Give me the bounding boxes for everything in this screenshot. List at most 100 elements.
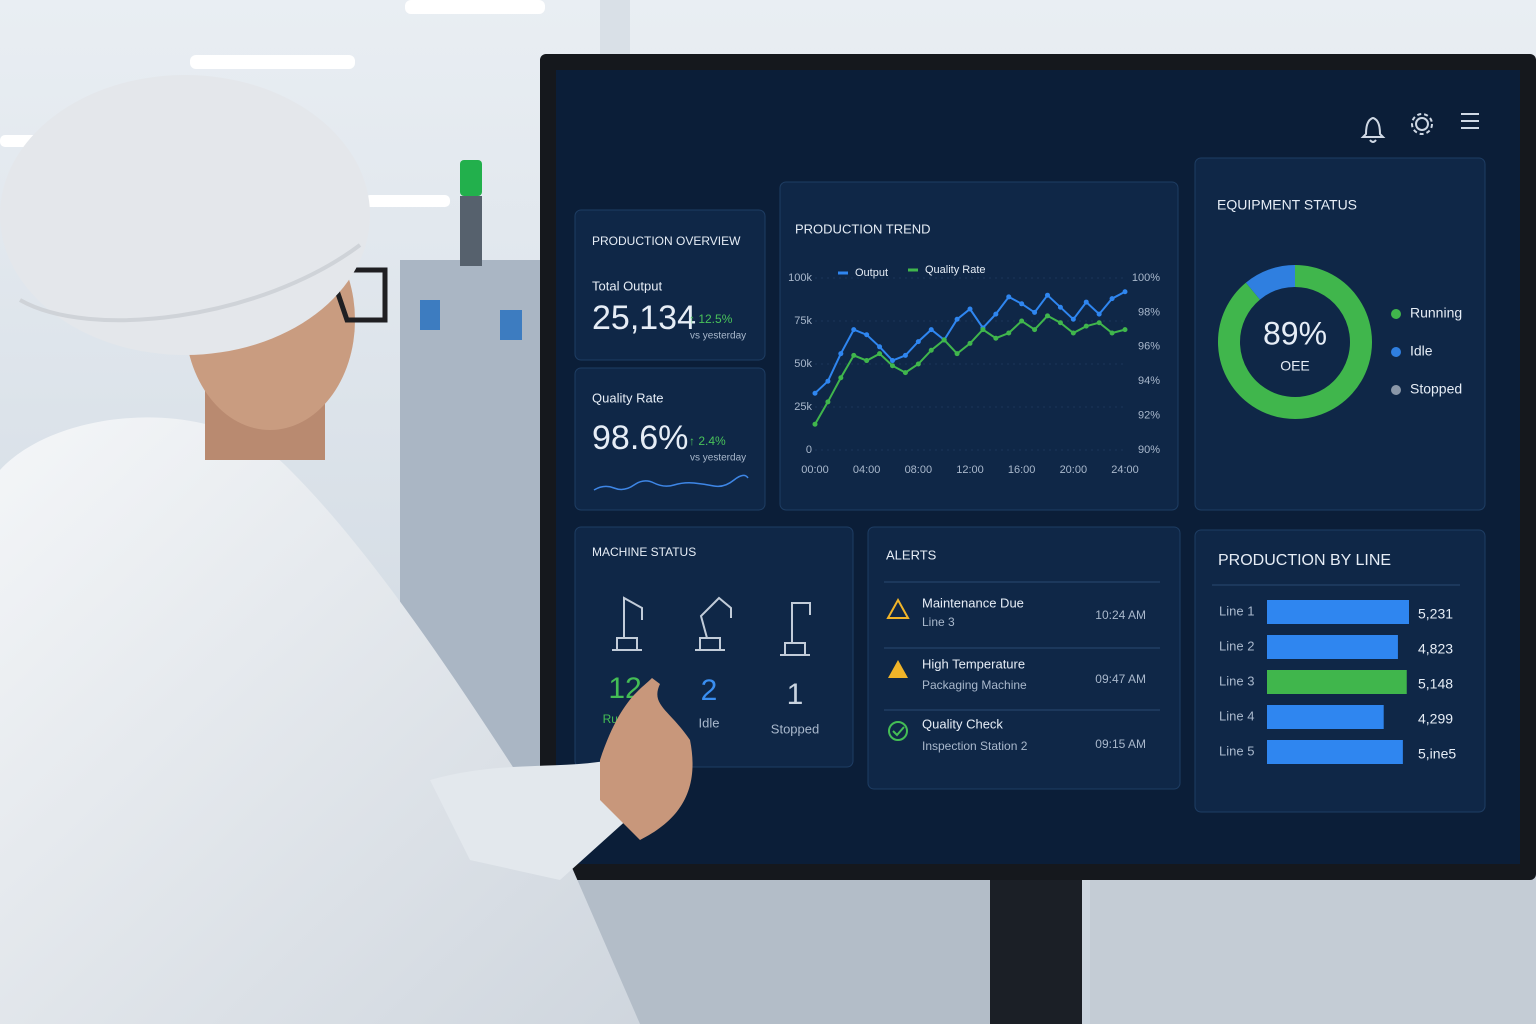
x-tick-label: 00:00 xyxy=(801,464,829,476)
data-point xyxy=(1070,330,1076,336)
bell-icon[interactable] xyxy=(1360,116,1386,143)
data-point xyxy=(838,351,844,357)
x-tick-label: 24:00 xyxy=(1111,464,1139,476)
bar xyxy=(1267,740,1403,764)
alert-decor xyxy=(884,581,1160,741)
alert-title: High Temperature xyxy=(922,656,1025,671)
y2-tick-label: 98% xyxy=(1138,306,1160,318)
overview-card xyxy=(574,209,766,361)
data-point xyxy=(1096,311,1102,317)
legend-label: Running xyxy=(1410,305,1462,321)
bar-value-label: 4,823 xyxy=(1418,641,1453,657)
metric-change: ↑ 2.4% xyxy=(689,434,726,448)
data-point xyxy=(928,347,934,353)
data-point xyxy=(915,361,921,367)
y-tick-label: 100k xyxy=(788,272,812,284)
data-point xyxy=(1019,318,1025,324)
chart-title: EQUIPMENT STATUS xyxy=(1217,197,1357,213)
data-point xyxy=(1096,320,1102,326)
data-point xyxy=(877,351,883,357)
metric-note: vs yesterday xyxy=(690,453,746,464)
data-point xyxy=(825,399,831,405)
panel-title: MACHINE STATUS xyxy=(592,545,696,559)
bar xyxy=(1267,635,1398,659)
bar-category: Line 5 xyxy=(1219,743,1254,758)
metric-value: 25,134 xyxy=(592,299,696,337)
machine-count: 1 xyxy=(787,678,804,711)
metric-note: vs yesterday xyxy=(690,331,746,342)
legend-swatch xyxy=(1391,309,1401,319)
metric-change: ↑ 12.5% xyxy=(689,312,733,326)
data-point xyxy=(812,390,818,396)
metric-label: Total Output xyxy=(592,278,662,293)
legend-label: Quality Rate xyxy=(925,264,986,276)
data-point xyxy=(1057,320,1063,326)
x-tick-label: 08:00 xyxy=(905,464,933,476)
bar-category: Line 3 xyxy=(1219,673,1254,688)
data-point xyxy=(851,352,857,358)
legend-swatch xyxy=(1391,385,1401,395)
data-point xyxy=(1083,323,1089,329)
bar-value-label: 5,ine5 xyxy=(1418,746,1456,762)
charts: PRODUCTION TREND 0 25k 50k 75k 100k 90% 92% 94% 9… xyxy=(788,197,1462,764)
y2-tick-label: 90% xyxy=(1138,444,1160,456)
data-point xyxy=(1083,299,1089,305)
menu-icon[interactable] xyxy=(1461,113,1479,129)
machine-count: 2 xyxy=(701,674,718,707)
data-point xyxy=(915,339,921,345)
panel-title: ALERTS xyxy=(886,547,937,562)
data-point xyxy=(993,311,999,317)
quality-card xyxy=(574,367,766,511)
bar-value-label: 4,299 xyxy=(1418,711,1453,727)
y-tick-label: 50k xyxy=(794,358,812,370)
bar-category: Line 2 xyxy=(1219,638,1254,653)
alert-detail: Inspection Station 2 xyxy=(922,739,1028,753)
bar-category: Line 1 xyxy=(1219,603,1254,618)
robot-icons xyxy=(612,596,811,656)
data-point xyxy=(941,337,947,343)
data-point xyxy=(967,306,973,312)
settings-icon[interactable] xyxy=(1415,117,1429,131)
donut-center-label: OEE xyxy=(1280,358,1310,374)
x-tick-label: 20:00 xyxy=(1060,464,1088,476)
data-point xyxy=(954,316,960,322)
bar xyxy=(1267,670,1407,694)
data-point xyxy=(902,352,908,358)
data-point xyxy=(980,327,986,333)
data-point xyxy=(928,327,934,333)
header-icons xyxy=(1360,113,1479,143)
alerts-panel xyxy=(867,526,1181,790)
legend-label: Idle xyxy=(1410,343,1433,359)
y2-tick-label: 100% xyxy=(1132,272,1160,284)
alert-title: Maintenance Due xyxy=(922,595,1024,610)
bar xyxy=(1267,600,1409,624)
y-tick-label: 0 xyxy=(806,444,812,456)
sparkline xyxy=(593,474,749,491)
data-point xyxy=(1006,294,1012,300)
machine-label: Stopped xyxy=(771,721,819,736)
data-point xyxy=(1122,289,1128,295)
card-title: PRODUCTION OVERVIEW xyxy=(592,234,741,248)
alert-time: 09:15 AM xyxy=(1095,737,1146,751)
donut-segment xyxy=(1218,265,1372,419)
data-point xyxy=(1006,330,1012,336)
metric-label: Quality Rate xyxy=(592,390,664,405)
data-point xyxy=(967,340,973,346)
legend-swatch xyxy=(1391,347,1401,357)
data-point xyxy=(1070,316,1076,322)
data-point xyxy=(954,351,960,357)
alert-detail: Line 3 xyxy=(922,615,955,629)
data-point xyxy=(877,344,883,350)
data-point xyxy=(890,358,895,364)
bar-value-label: 5,231 xyxy=(1418,606,1453,622)
data-point xyxy=(1057,304,1063,310)
legend-label: Stopped xyxy=(1410,381,1462,397)
metric-value: 98.6% xyxy=(592,419,688,457)
equipment-panel xyxy=(1194,157,1486,511)
data-point xyxy=(825,378,831,384)
y-tick-label: 25k xyxy=(794,401,812,413)
alert-time: 10:24 AM xyxy=(1095,608,1146,622)
chart-title: PRODUCTION BY LINE xyxy=(1218,552,1391,569)
alert-detail: Packaging Machine xyxy=(922,678,1027,692)
